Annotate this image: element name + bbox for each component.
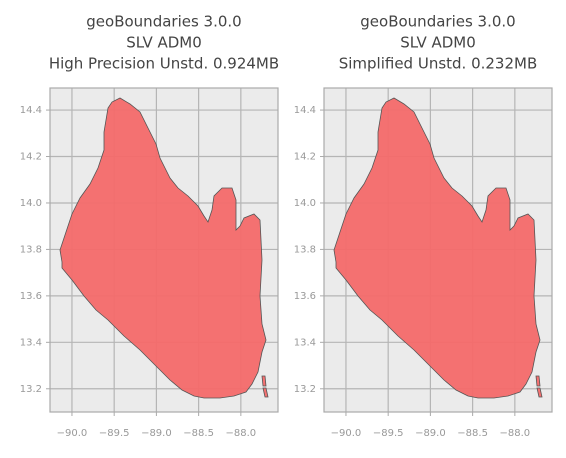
panel-title: geoBoundaries 3.0.0 bbox=[360, 13, 515, 31]
y-tick-label: 13.8 bbox=[20, 244, 42, 255]
y-tick-label: 13.2 bbox=[294, 384, 316, 395]
panel-title: geoBoundaries 3.0.0 bbox=[86, 13, 241, 31]
panel-title: SLV ADM0 bbox=[400, 34, 476, 52]
x-tick-label: −88.0 bbox=[500, 428, 531, 439]
y-tick-label: 14.0 bbox=[294, 198, 316, 209]
y-tick-label: 14.2 bbox=[294, 152, 316, 163]
x-tick-label: −88.5 bbox=[183, 428, 214, 439]
panel-title: High Precision Unstd. 0.924MB bbox=[49, 55, 279, 73]
x-tick-label: −90.0 bbox=[57, 428, 88, 439]
y-tick-label: 13.8 bbox=[294, 244, 316, 255]
y-tick-label: 14.0 bbox=[20, 198, 42, 209]
y-tick-label: 13.6 bbox=[20, 291, 42, 302]
y-tick-label: 13.2 bbox=[20, 384, 42, 395]
x-tick-label: −89.5 bbox=[99, 428, 130, 439]
x-tick-label: −89.0 bbox=[141, 428, 172, 439]
panel-title: Simplified Unstd. 0.232MB bbox=[339, 55, 538, 73]
y-tick-label: 14.2 bbox=[20, 152, 42, 163]
y-tick-label: 14.4 bbox=[294, 105, 316, 116]
panel-title: SLV ADM0 bbox=[126, 34, 202, 52]
x-tick-label: −89.5 bbox=[373, 428, 404, 439]
plot-frame bbox=[49, 87, 279, 413]
map-panel: geoBoundaries 3.0.0 SLV ADM0 Simplified Un… bbox=[294, 13, 553, 439]
y-tick-label: 13.6 bbox=[294, 291, 316, 302]
y-tick-label: 13.4 bbox=[20, 337, 42, 348]
x-tick-label: −89.0 bbox=[415, 428, 446, 439]
y-tick-label: 13.4 bbox=[294, 337, 316, 348]
x-tick-label: −90.0 bbox=[331, 428, 362, 439]
y-tick-label: 14.4 bbox=[20, 105, 42, 116]
plot-frame bbox=[323, 87, 553, 413]
x-tick-label: −88.5 bbox=[457, 428, 488, 439]
x-tick-label: −88.0 bbox=[226, 428, 257, 439]
map-panel: geoBoundaries 3.0.0 SLV ADM0 High Precisio… bbox=[20, 13, 279, 440]
